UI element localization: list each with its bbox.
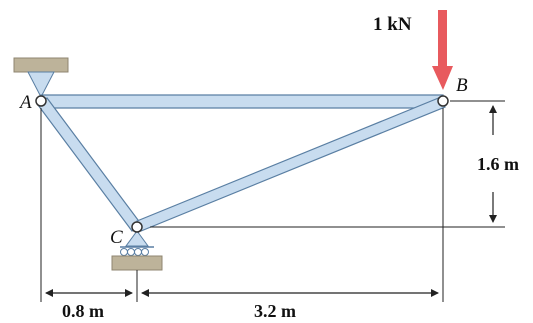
node-label-c: C — [110, 227, 123, 248]
joint-a — [35, 95, 47, 107]
dimension-right-label: 3.2 m — [254, 301, 296, 321]
node-label-b: B — [456, 75, 468, 96]
joint-b — [437, 95, 449, 107]
joint-c — [131, 221, 143, 233]
node-label-a: A — [18, 92, 32, 113]
load-label: 1 kN — [373, 14, 412, 35]
member-ac — [37, 97, 142, 232]
extension-lines — [40, 100, 505, 302]
dimension-left-label: 0.8 m — [62, 301, 104, 321]
member-bc — [136, 96, 446, 232]
pin-support-a — [13, 57, 69, 99]
member-ab — [40, 94, 444, 109]
roller-support-c — [111, 230, 163, 271]
dimension-height-label: 1.6 m — [477, 154, 519, 174]
load-arrow — [432, 10, 453, 90]
